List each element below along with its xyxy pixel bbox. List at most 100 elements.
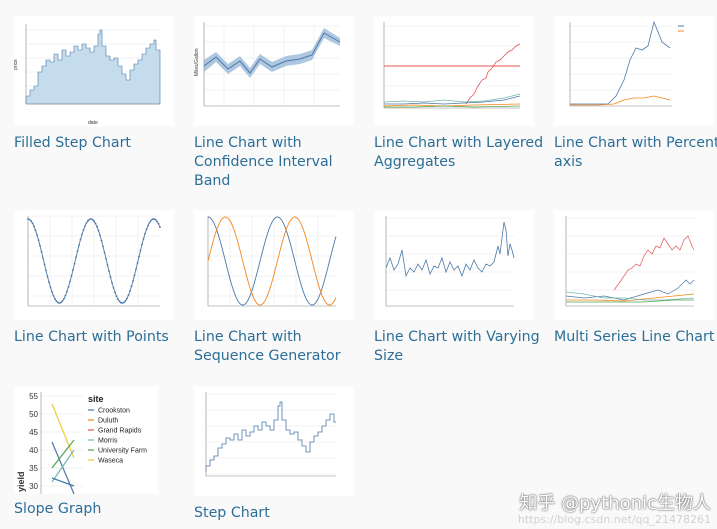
y-tick: 30 [29, 482, 38, 491]
line-point [66, 290, 68, 293]
line-point [36, 234, 38, 236]
svg-text:price: price [14, 59, 19, 70]
line-point [132, 280, 134, 282]
line-point [85, 222, 88, 224]
thumbnail-filled-step-chart[interactable]: price date [14, 16, 174, 126]
line-point [43, 263, 46, 266]
card-title-multi-series[interactable]: Multi Series Line Chart [554, 329, 715, 345]
line-point [73, 262, 76, 265]
line-point [150, 219, 152, 222]
legend-item: Duluth [98, 418, 118, 425]
line-point [151, 218, 154, 221]
legend-item: Waseca [98, 458, 123, 465]
line-point [115, 295, 118, 298]
card-title-line-points[interactable]: Line Chart with Points [14, 329, 169, 345]
thumbnail-line-points[interactable] [14, 210, 174, 320]
line-point [114, 291, 116, 294]
line-point [135, 268, 137, 271]
filled-step-chart-svg: price date [14, 24, 161, 126]
legend-title: site [88, 394, 104, 404]
card-title-percent-axis[interactable]: Line Chart with Percent axis [554, 135, 717, 170]
line-point [139, 249, 142, 252]
card-title-confidence-interval[interactable]: Line Chart with Confidence Interval Band [194, 135, 333, 189]
line-point [46, 275, 49, 278]
card-title-varying-size[interactable]: Line Chart with Varying Size [374, 329, 540, 364]
line-point [102, 245, 104, 248]
line-point [37, 239, 40, 241]
line-point [124, 299, 127, 302]
sequence-line [207, 216, 337, 306]
line-point [45, 269, 47, 272]
line-point [79, 238, 82, 241]
line-point [112, 287, 115, 289]
sequence-generator-svg [207, 215, 337, 307]
line-point [100, 239, 103, 242]
line-point [40, 250, 43, 253]
line-point [72, 269, 74, 271]
line-point [133, 274, 136, 277]
thumbnail-multi-series[interactable] [554, 210, 714, 320]
line-point [61, 300, 64, 302]
line-point [78, 244, 80, 247]
card-title-filled-step-chart[interactable]: Filled Step Chart [14, 135, 131, 151]
thumbnail-confidence-interval[interactable]: Miles/Gallon [194, 16, 354, 126]
svg-text:date: date [88, 120, 98, 126]
confidence-interval-svg: Miles/Gallon [194, 22, 341, 107]
legend: Crookston Duluth Grand Rapids Morris Uni… [88, 408, 147, 465]
line-point [142, 238, 145, 240]
line-point [70, 275, 73, 277]
legend-item: Morris [98, 438, 118, 445]
card-title-slope-graph[interactable]: Slope Graph [14, 501, 102, 517]
line-point [141, 243, 143, 246]
line-point [52, 294, 55, 297]
y-tick: 45 [29, 428, 38, 437]
varying-size-svg [385, 216, 515, 307]
line-point [159, 226, 161, 228]
watermark-url: https://blog.csdn.net/qq_21478261 [517, 513, 711, 526]
line-point [76, 250, 79, 252]
line-point [126, 297, 128, 300]
y-tick: 40 [29, 446, 38, 455]
line-point [91, 218, 94, 221]
line-point [153, 218, 155, 220]
card-title-step-chart[interactable]: Step Chart [194, 505, 270, 521]
thumbnail-step-chart[interactable] [194, 386, 354, 496]
step-chart-svg [205, 392, 336, 477]
line-point [58, 302, 61, 304]
line-point [108, 270, 110, 273]
line-point [103, 251, 106, 254]
line-point [117, 298, 119, 301]
line-point [60, 301, 62, 304]
line-point [105, 257, 107, 260]
line-point [144, 232, 146, 235]
line-points-svg [27, 215, 161, 307]
line-point [31, 222, 34, 225]
multi-series-svg [565, 216, 695, 307]
line-point [156, 220, 158, 223]
line-point [96, 225, 98, 228]
line-point [121, 302, 124, 304]
line-point [51, 291, 53, 293]
line-point [84, 225, 86, 227]
svg-text:Miles/Gallon: Miles/Gallon [194, 48, 200, 76]
card-title-sequence-generator[interactable]: Line Chart with Sequence Generator [194, 329, 341, 364]
thumbnail-layered-aggregates[interactable] [374, 16, 534, 126]
line-point [57, 301, 59, 304]
thumbnail-sequence-generator[interactable] [194, 210, 354, 320]
line-point [90, 218, 92, 220]
line-point [27, 218, 29, 220]
line-point [130, 285, 133, 288]
percent-axis-svg [569, 20, 684, 107]
y-tick: 55 [29, 392, 38, 401]
line-point [54, 298, 56, 300]
line-point [127, 294, 130, 296]
line-point [82, 228, 85, 231]
line-point [136, 262, 139, 264]
thumbnail-percent-axis[interactable] [554, 16, 714, 126]
thumbnail-slope-graph[interactable]: 55 50 45 40 35 30 yield site Crookston [14, 386, 158, 494]
line-point [97, 229, 100, 232]
card-title-layered-aggregates[interactable]: Line Chart with Layered Aggregates [374, 135, 544, 170]
thumbnail-varying-size[interactable] [374, 210, 534, 320]
legend-item: Grand Rapids [98, 428, 142, 435]
line-point [63, 297, 65, 300]
